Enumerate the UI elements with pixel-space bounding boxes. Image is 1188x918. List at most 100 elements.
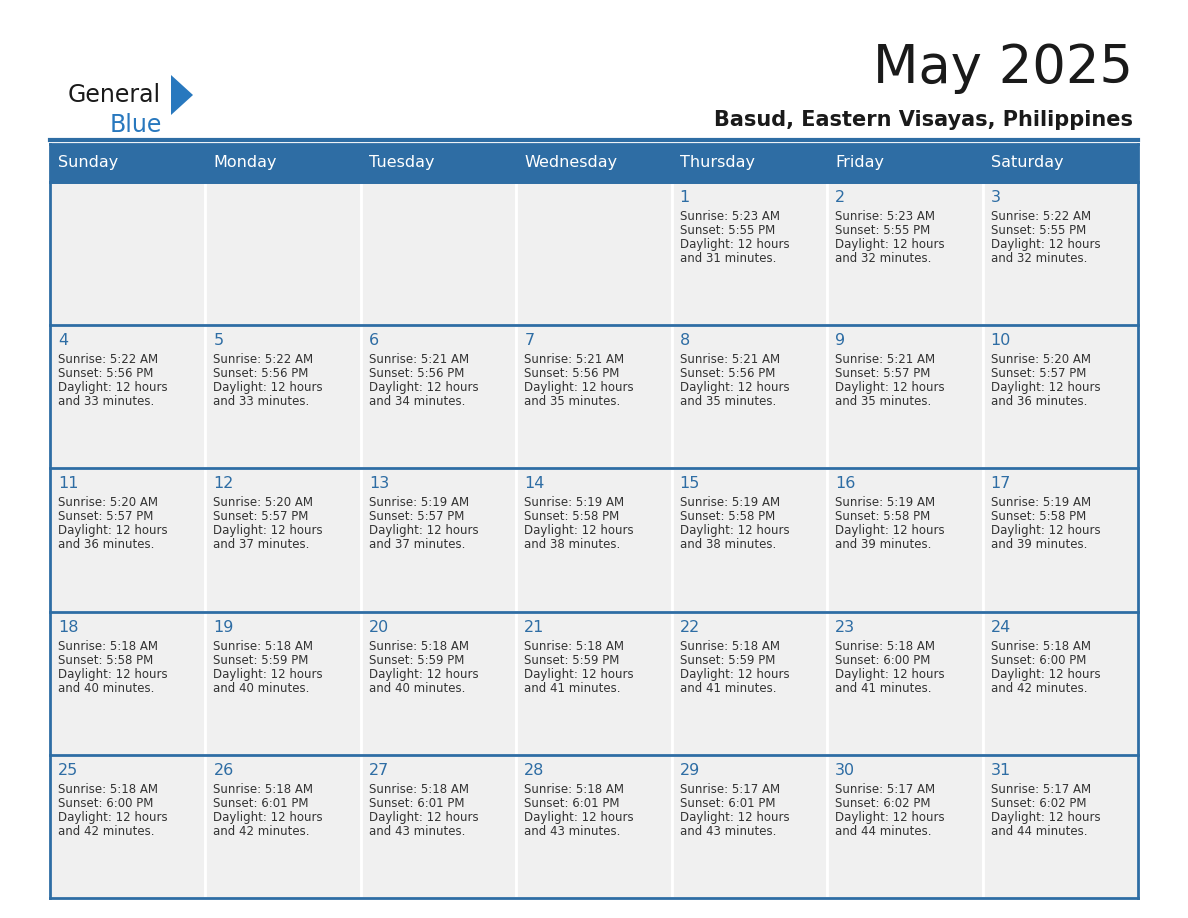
Bar [671, 755, 827, 898]
Text: 27: 27 [368, 763, 390, 778]
Text: and 44 minutes.: and 44 minutes. [991, 824, 1087, 838]
Bar [827, 611, 982, 755]
Text: Daylight: 12 hours: Daylight: 12 hours [214, 381, 323, 394]
Text: Daylight: 12 hours: Daylight: 12 hours [991, 667, 1100, 680]
Text: Sunset: 6:01 PM: Sunset: 6:01 PM [214, 797, 309, 810]
Text: and 40 minutes.: and 40 minutes. [214, 681, 310, 695]
Text: Sunrise: 5:23 AM: Sunrise: 5:23 AM [835, 210, 935, 223]
Text: Daylight: 12 hours: Daylight: 12 hours [368, 667, 479, 680]
Text: Sunset: 5:56 PM: Sunset: 5:56 PM [680, 367, 775, 380]
Text: 12: 12 [214, 476, 234, 491]
Bar [827, 182, 982, 325]
Text: Sunset: 5:57 PM: Sunset: 5:57 PM [835, 367, 930, 380]
Text: Daylight: 12 hours: Daylight: 12 hours [524, 524, 634, 537]
Text: and 35 minutes.: and 35 minutes. [524, 396, 620, 409]
Text: Sunrise: 5:19 AM: Sunrise: 5:19 AM [524, 497, 625, 509]
Text: 26: 26 [214, 763, 234, 778]
Text: Sunrise: 5:20 AM: Sunrise: 5:20 AM [991, 353, 1091, 366]
Text: and 36 minutes.: and 36 minutes. [58, 538, 154, 552]
Text: Sunrise: 5:19 AM: Sunrise: 5:19 AM [368, 497, 469, 509]
Text: 21: 21 [524, 620, 544, 634]
Bar [50, 144, 206, 182]
Text: 19: 19 [214, 620, 234, 634]
Bar [827, 144, 982, 182]
Text: Daylight: 12 hours: Daylight: 12 hours [680, 811, 789, 823]
Text: Sunset: 6:00 PM: Sunset: 6:00 PM [58, 797, 153, 810]
Text: 4: 4 [58, 333, 68, 348]
Text: Sunrise: 5:17 AM: Sunrise: 5:17 AM [991, 783, 1091, 796]
Text: Sunset: 5:57 PM: Sunset: 5:57 PM [991, 367, 1086, 380]
Text: Daylight: 12 hours: Daylight: 12 hours [835, 811, 944, 823]
Text: Sunset: 6:02 PM: Sunset: 6:02 PM [991, 797, 1086, 810]
Text: Sunrise: 5:18 AM: Sunrise: 5:18 AM [991, 640, 1091, 653]
Text: 10: 10 [991, 333, 1011, 348]
Text: 23: 23 [835, 620, 855, 634]
Text: Sunset: 5:59 PM: Sunset: 5:59 PM [214, 654, 309, 666]
Text: Sunset: 5:56 PM: Sunset: 5:56 PM [214, 367, 309, 380]
Text: Sunset: 6:02 PM: Sunset: 6:02 PM [835, 797, 930, 810]
Bar [206, 755, 361, 898]
Text: 17: 17 [991, 476, 1011, 491]
Bar [361, 468, 517, 611]
Text: Sunrise: 5:20 AM: Sunrise: 5:20 AM [58, 497, 158, 509]
Bar [206, 325, 361, 468]
Text: and 42 minutes.: and 42 minutes. [58, 824, 154, 838]
Bar [361, 182, 517, 325]
Text: Daylight: 12 hours: Daylight: 12 hours [214, 667, 323, 680]
Text: Daylight: 12 hours: Daylight: 12 hours [368, 381, 479, 394]
Text: Daylight: 12 hours: Daylight: 12 hours [835, 667, 944, 680]
Bar [206, 144, 361, 182]
Text: Monday: Monday [214, 155, 277, 171]
Text: Friday: Friday [835, 155, 884, 171]
Text: Sunset: 5:59 PM: Sunset: 5:59 PM [680, 654, 775, 666]
Text: Sunrise: 5:19 AM: Sunrise: 5:19 AM [835, 497, 935, 509]
Bar [982, 182, 1138, 325]
Bar [517, 144, 671, 182]
Text: and 43 minutes.: and 43 minutes. [524, 824, 620, 838]
Text: Sunset: 5:58 PM: Sunset: 5:58 PM [991, 510, 1086, 523]
Text: Saturday: Saturday [991, 155, 1063, 171]
Text: Sunrise: 5:21 AM: Sunrise: 5:21 AM [524, 353, 625, 366]
Text: 3: 3 [991, 190, 1000, 205]
Text: and 42 minutes.: and 42 minutes. [991, 681, 1087, 695]
Text: General: General [68, 83, 162, 107]
Bar [517, 182, 671, 325]
Text: 5: 5 [214, 333, 223, 348]
Text: and 35 minutes.: and 35 minutes. [835, 396, 931, 409]
Text: 18: 18 [58, 620, 78, 634]
Bar [361, 325, 517, 468]
Bar [982, 611, 1138, 755]
Text: Sunrise: 5:18 AM: Sunrise: 5:18 AM [524, 783, 624, 796]
Bar [50, 755, 206, 898]
Bar [50, 182, 206, 325]
Text: Daylight: 12 hours: Daylight: 12 hours [680, 524, 789, 537]
Text: Daylight: 12 hours: Daylight: 12 hours [214, 811, 323, 823]
Text: 29: 29 [680, 763, 700, 778]
Text: Daylight: 12 hours: Daylight: 12 hours [58, 381, 168, 394]
Text: Sunset: 5:55 PM: Sunset: 5:55 PM [991, 224, 1086, 237]
Text: and 37 minutes.: and 37 minutes. [214, 538, 310, 552]
Text: 28: 28 [524, 763, 544, 778]
Text: Sunset: 6:00 PM: Sunset: 6:00 PM [835, 654, 930, 666]
Text: 22: 22 [680, 620, 700, 634]
Text: Daylight: 12 hours: Daylight: 12 hours [524, 667, 634, 680]
Bar [361, 755, 517, 898]
Text: Sunset: 5:56 PM: Sunset: 5:56 PM [58, 367, 153, 380]
Bar [827, 468, 982, 611]
Text: Sunrise: 5:18 AM: Sunrise: 5:18 AM [368, 640, 469, 653]
Bar [206, 468, 361, 611]
Text: Sunday: Sunday [58, 155, 119, 171]
Text: Daylight: 12 hours: Daylight: 12 hours [835, 381, 944, 394]
Text: Sunset: 5:55 PM: Sunset: 5:55 PM [680, 224, 775, 237]
Text: Sunrise: 5:21 AM: Sunrise: 5:21 AM [835, 353, 935, 366]
Text: and 38 minutes.: and 38 minutes. [680, 538, 776, 552]
Bar [206, 611, 361, 755]
Text: Daylight: 12 hours: Daylight: 12 hours [368, 811, 479, 823]
Text: and 43 minutes.: and 43 minutes. [680, 824, 776, 838]
Bar [517, 755, 671, 898]
Text: 25: 25 [58, 763, 78, 778]
Bar [982, 325, 1138, 468]
Text: May 2025: May 2025 [873, 42, 1133, 94]
Bar [50, 468, 206, 611]
Text: 13: 13 [368, 476, 390, 491]
